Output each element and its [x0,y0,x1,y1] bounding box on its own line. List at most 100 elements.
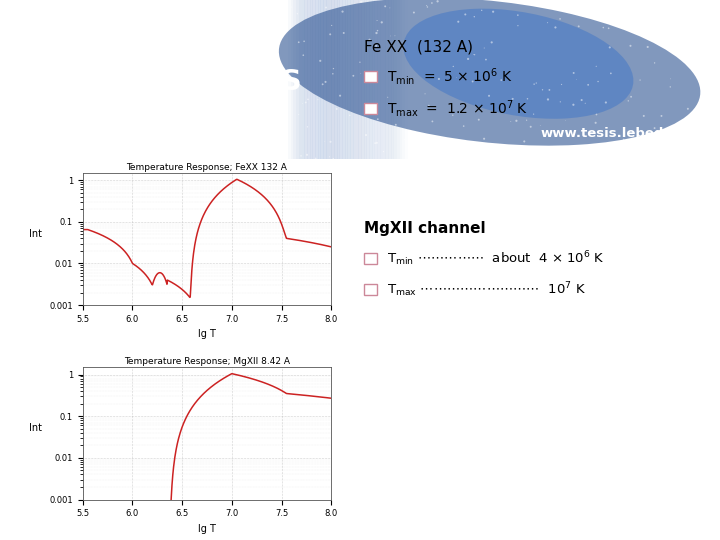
Bar [291,0,305,159]
Point [60,0,72,8]
Point [390,120,402,129]
Point [595,143,607,152]
Point [371,29,382,37]
Point [518,137,530,146]
Point [536,1,547,10]
Point [116,82,127,91]
Point [649,124,660,132]
Bar [318,0,332,159]
Bar [390,0,405,159]
Text: www.tesis.lebedev.ru: www.tesis.lebedev.ru [541,127,702,140]
Point [670,41,682,50]
Point [642,43,654,51]
Point [34,27,45,36]
X-axis label: lg T: lg T [198,329,216,339]
Bar [359,0,373,159]
Point [585,14,597,22]
Point [90,79,102,87]
Point [86,77,98,86]
Point [665,75,676,83]
Bar [393,0,408,159]
Point [376,18,387,26]
Point [42,16,53,25]
Point [270,76,282,85]
Point [220,48,232,56]
Point [89,82,100,90]
Point [255,122,266,131]
Point [114,52,125,61]
Point [570,75,582,84]
Point [70,49,81,57]
Point [576,6,588,15]
Point [604,43,616,52]
Point [557,5,569,14]
Point [639,1,651,9]
Point [458,122,469,131]
Point [171,104,183,112]
Point [432,0,444,5]
Point [590,118,601,127]
Point [109,114,121,123]
Point [12,141,23,150]
Text: T$_{\rm min}$ $\cdots\cdots\cdots\cdots\cdots$  about  4 $\times$ 10$^{6}$ K: T$_{\rm min}$ $\cdots\cdots\cdots\cdots\… [387,249,606,268]
Point [649,139,661,148]
Point [261,37,272,45]
Point [426,0,438,8]
Bar [377,0,392,159]
Text: T$_{\rm max}$ $\cdots\cdots\cdots\cdots\cdots\cdots\cdots\cdots\cdots$  10$^{7}$: T$_{\rm max}$ $\cdots\cdots\cdots\cdots\… [387,280,586,299]
Point [542,95,554,104]
Point [425,154,436,163]
Point [12,22,24,31]
Point [78,73,89,82]
Point [113,65,125,74]
Point [163,114,175,123]
Point [49,5,60,14]
Point [382,93,393,102]
Point [217,10,229,19]
Bar [323,0,338,159]
Point [395,108,407,117]
Point [696,112,708,120]
Point [647,130,658,139]
Point [355,69,366,78]
Bar [350,0,364,159]
Point [102,83,113,92]
Point [677,39,688,48]
Point [0,138,6,146]
Point [217,44,228,52]
Text: FULL-DISK: FULL-DISK [18,11,189,39]
Bar [305,0,319,159]
Point [356,0,367,6]
Y-axis label: Int: Int [29,423,42,433]
Point [554,15,566,23]
Point [197,63,209,72]
Point [252,56,264,65]
Point [325,30,336,39]
Point [142,13,153,22]
Point [190,92,202,100]
Bar [374,0,389,159]
Bar [339,0,354,159]
X-axis label: lg T: lg T [198,524,216,534]
Point [202,96,214,105]
Point [320,78,331,86]
Point [580,99,591,107]
Point [419,90,431,98]
Point [297,99,308,108]
Point [254,129,266,138]
Point [80,147,91,156]
Point [260,73,271,82]
Point [91,134,103,143]
Point [625,42,636,50]
Point [310,154,321,163]
Point [408,8,420,17]
Point [378,147,390,156]
Bar [361,0,375,159]
Point [344,111,356,120]
Point [638,112,649,120]
Ellipse shape [403,9,634,119]
Point [512,11,523,19]
Point [573,22,585,31]
Point [675,11,687,20]
Point [487,8,499,16]
